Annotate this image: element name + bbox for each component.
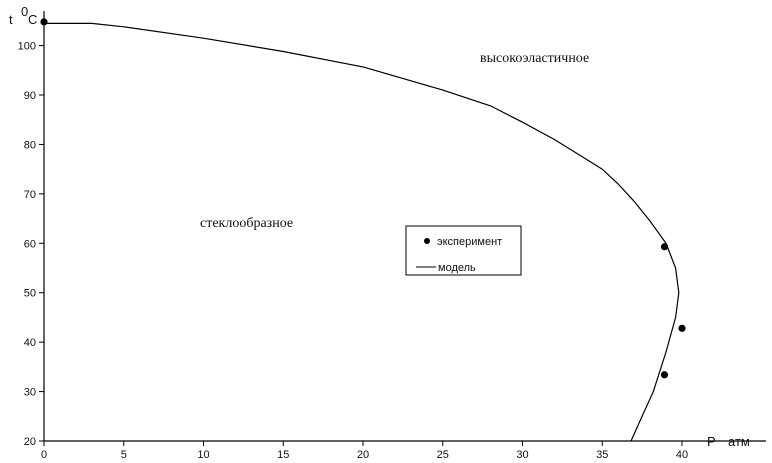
x-tick-label: 30 xyxy=(516,449,528,461)
y-tick-label: 40 xyxy=(24,337,36,349)
experiment-points xyxy=(40,18,686,379)
y-tick-label: 60 xyxy=(24,238,36,250)
x-tick-label: 20 xyxy=(357,449,369,461)
x-tick-label: 35 xyxy=(596,449,608,461)
experiment-point xyxy=(40,18,48,26)
model-curve xyxy=(44,22,680,442)
region-label-highly-elastic: высокоэластичное xyxy=(480,51,589,66)
legend-label-experiment: эксперимент xyxy=(437,236,502,248)
x-axis-unit: атм xyxy=(728,434,750,449)
x-tick-label: 5 xyxy=(121,449,127,461)
y-tick-label: 50 xyxy=(24,288,36,300)
y-tick-label: 100 xyxy=(18,41,36,53)
x-tick-label: 10 xyxy=(197,449,209,461)
experiment-point xyxy=(678,324,686,332)
y-axis-title: t 0 C xyxy=(9,4,37,27)
x-axis-title: P атм xyxy=(707,434,750,449)
experiment-point xyxy=(660,371,669,379)
x-axis-label: P xyxy=(707,434,716,449)
x-tick-label: 40 xyxy=(676,449,688,461)
y-axis-unit-superscript: 0 xyxy=(21,4,28,19)
legend: эксперимент модель xyxy=(405,225,522,276)
region-label-glassy: стеклообразное xyxy=(200,216,293,231)
y-axis-unit: C xyxy=(28,12,37,27)
y-axis-ticks: 20 30 40 50 60 70 80 90 100 xyxy=(18,41,44,448)
x-tick-label: 25 xyxy=(437,449,449,461)
x-axis-ticks: 0 5 10 15 20 25 30 35 40 xyxy=(41,441,688,461)
y-tick-label: 90 xyxy=(24,90,36,102)
legend-label-model: модель xyxy=(438,262,476,274)
y-tick-label: 20 xyxy=(24,436,36,448)
x-tick-label: 15 xyxy=(277,449,289,461)
y-tick-label: 80 xyxy=(24,139,36,151)
y-tick-label: 70 xyxy=(24,189,36,201)
x-tick-label: 0 xyxy=(41,449,47,461)
y-tick-label: 30 xyxy=(24,387,36,399)
legend-marker-experiment xyxy=(424,238,430,244)
y-axis-label: t xyxy=(9,12,13,27)
experiment-point xyxy=(660,243,669,251)
